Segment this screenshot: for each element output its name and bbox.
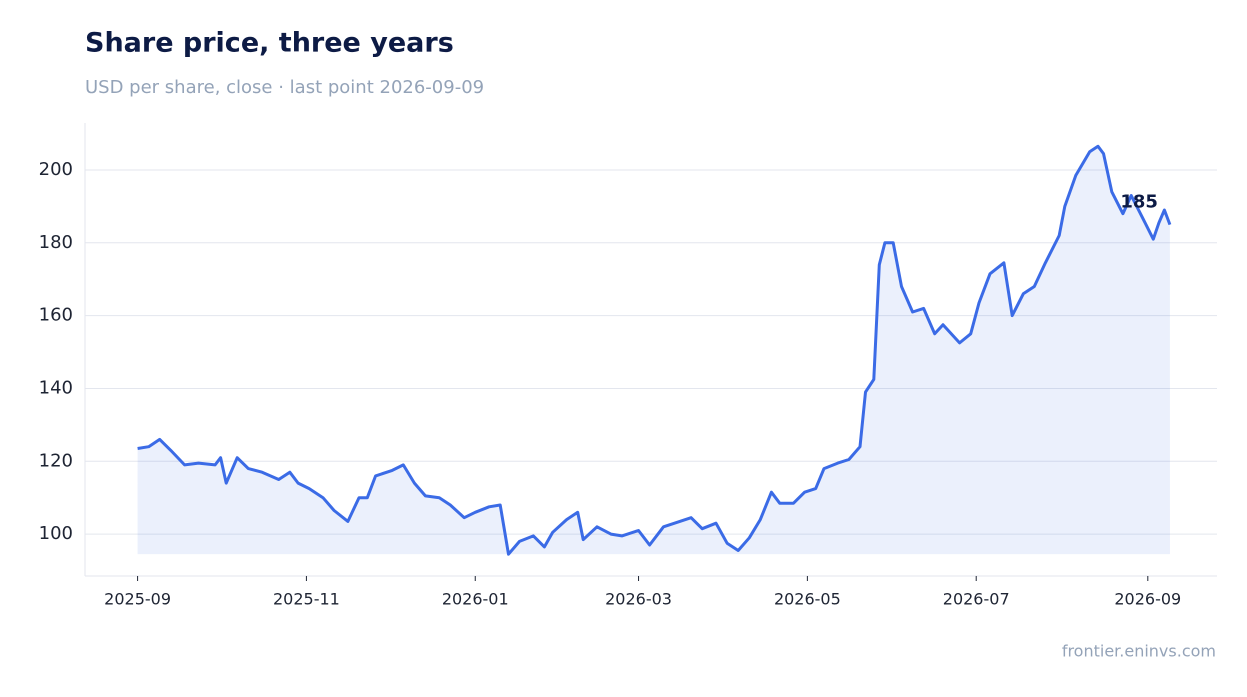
x-tick-label: 2026-07 bbox=[943, 590, 1010, 609]
chart-subtitle: USD per share, close · last point 2026-0… bbox=[85, 77, 484, 98]
x-tick-label: 2026-01 bbox=[442, 590, 509, 609]
x-tick-label: 2026-05 bbox=[774, 590, 841, 609]
y-tick-label: 100 bbox=[39, 523, 73, 544]
y-tick-label: 160 bbox=[39, 305, 73, 326]
x-tick-label: 2025-09 bbox=[104, 590, 171, 609]
area bbox=[137, 146, 1170, 555]
y-tick-label: 140 bbox=[39, 377, 73, 398]
x-tick-label: 2026-09 bbox=[1114, 590, 1181, 609]
annotation: 185 bbox=[1120, 192, 1158, 213]
chart-title: Share price, three years bbox=[85, 28, 454, 59]
y-tick-label: 180 bbox=[39, 232, 73, 253]
source: frontier.eninvs.com bbox=[1062, 642, 1216, 661]
y-tick-label: 200 bbox=[39, 159, 73, 180]
line bbox=[137, 144, 1172, 556]
x-tick-label: 2026-03 bbox=[605, 590, 672, 609]
x-tick-label: 2025-11 bbox=[273, 590, 340, 609]
y-tick-label: 120 bbox=[39, 450, 73, 471]
